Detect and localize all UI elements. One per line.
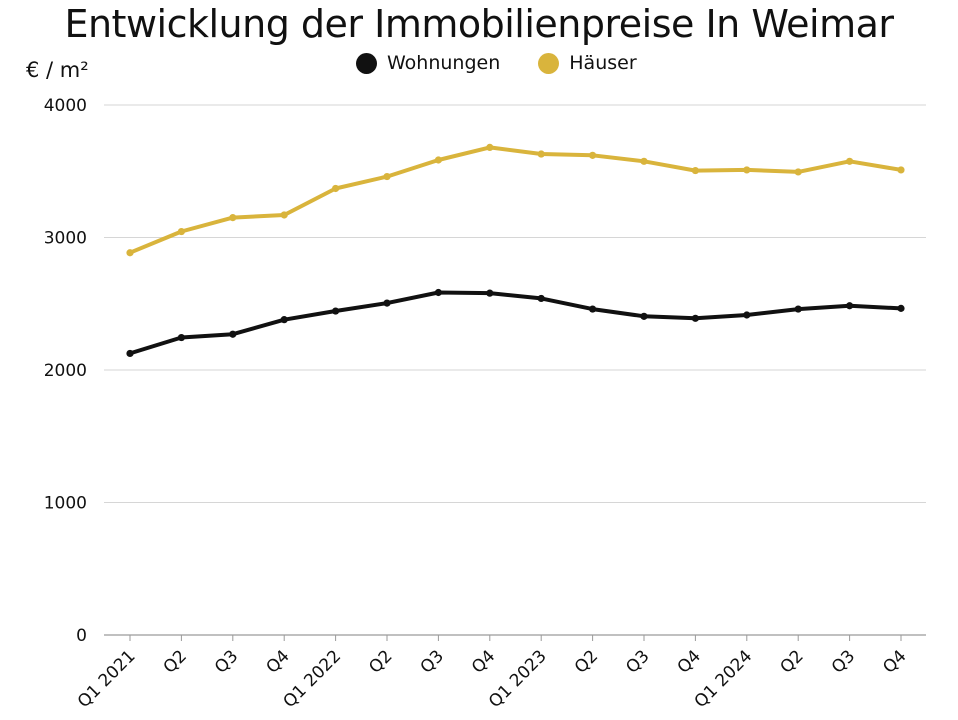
y-tick-label: 1000 bbox=[44, 494, 87, 514]
x-tick-label: Q3 bbox=[211, 646, 242, 677]
data-point-wohnungen bbox=[743, 311, 751, 319]
data-point-wohnungen bbox=[332, 307, 340, 315]
data-point-haeuser bbox=[383, 172, 391, 181]
legend-item-wohnungen: Wohnungen bbox=[356, 52, 500, 74]
data-point-haeuser bbox=[486, 143, 494, 151]
data-point-wohnungen bbox=[897, 304, 905, 312]
data-point-wohnungen bbox=[177, 333, 185, 342]
data-point-haeuser bbox=[280, 211, 288, 219]
data-point-wohnungen bbox=[280, 316, 288, 324]
x-tick-label: Q4 bbox=[674, 646, 705, 677]
chart-title: Entwicklung der Immobilienpreise In Weim… bbox=[64, 2, 894, 46]
y-tick-label: 3000 bbox=[44, 229, 87, 249]
data-point-haeuser bbox=[126, 249, 134, 257]
data-point-haeuser bbox=[691, 166, 700, 175]
x-tick-label: Q4 bbox=[468, 646, 499, 677]
x-tick-label: Q3 bbox=[622, 646, 653, 677]
data-point-wohnungen bbox=[640, 312, 648, 320]
x-tick-label: Q3 bbox=[417, 646, 448, 677]
series-line-haeuser bbox=[128, 145, 903, 255]
x-tick-label: Q3 bbox=[828, 646, 859, 677]
data-point-wohnungen bbox=[846, 302, 854, 310]
data-point-haeuser bbox=[434, 156, 442, 164]
legend-marker-haeuser bbox=[538, 52, 560, 74]
legend-item-haeuser: Häuser bbox=[538, 52, 637, 74]
x-tick-label: Q4 bbox=[879, 646, 910, 677]
data-point-haeuser bbox=[743, 166, 751, 174]
data-point-haeuser bbox=[332, 184, 340, 193]
legend-label-haeuser: Häuser bbox=[569, 52, 637, 74]
data-point-haeuser bbox=[177, 227, 185, 236]
data-point-haeuser bbox=[229, 214, 237, 222]
y-tick-label: 4000 bbox=[44, 96, 87, 116]
data-point-wohnungen bbox=[486, 289, 494, 297]
data-point-wohnungen bbox=[537, 294, 545, 303]
data-point-wohnungen bbox=[691, 314, 700, 322]
y-tick-label: 0 bbox=[76, 626, 87, 646]
legend: Wohnungen Häuser bbox=[356, 52, 675, 74]
legend-marker-wohnungen bbox=[356, 52, 377, 74]
data-point-haeuser bbox=[794, 168, 802, 176]
data-point-wohnungen bbox=[229, 330, 237, 338]
x-tick-label: Q2 bbox=[365, 646, 396, 677]
x-tick-label: Q2 bbox=[571, 646, 602, 677]
x-tick-label: Q4 bbox=[262, 646, 293, 677]
data-point-haeuser bbox=[589, 151, 597, 159]
legend-label-wohnungen: Wohnungen bbox=[387, 52, 501, 74]
data-point-wohnungen bbox=[126, 349, 134, 358]
data-point-wohnungen bbox=[434, 288, 442, 297]
data-point-haeuser bbox=[897, 166, 905, 174]
y-axis-unit: € / m² bbox=[26, 58, 89, 82]
data-point-wohnungen bbox=[794, 305, 802, 313]
y-tick-label: 2000 bbox=[44, 361, 87, 381]
x-tick-label: Q2 bbox=[160, 646, 191, 677]
data-point-wohnungen bbox=[589, 305, 597, 313]
data-point-haeuser bbox=[537, 150, 545, 158]
x-tick-label: Q1 2021 bbox=[74, 646, 140, 712]
data-point-haeuser bbox=[846, 157, 854, 165]
x-tick-label: Q2 bbox=[776, 646, 807, 677]
series-line-wohnungen bbox=[128, 290, 903, 356]
data-point-haeuser bbox=[640, 157, 648, 165]
data-point-wohnungen bbox=[383, 299, 391, 307]
